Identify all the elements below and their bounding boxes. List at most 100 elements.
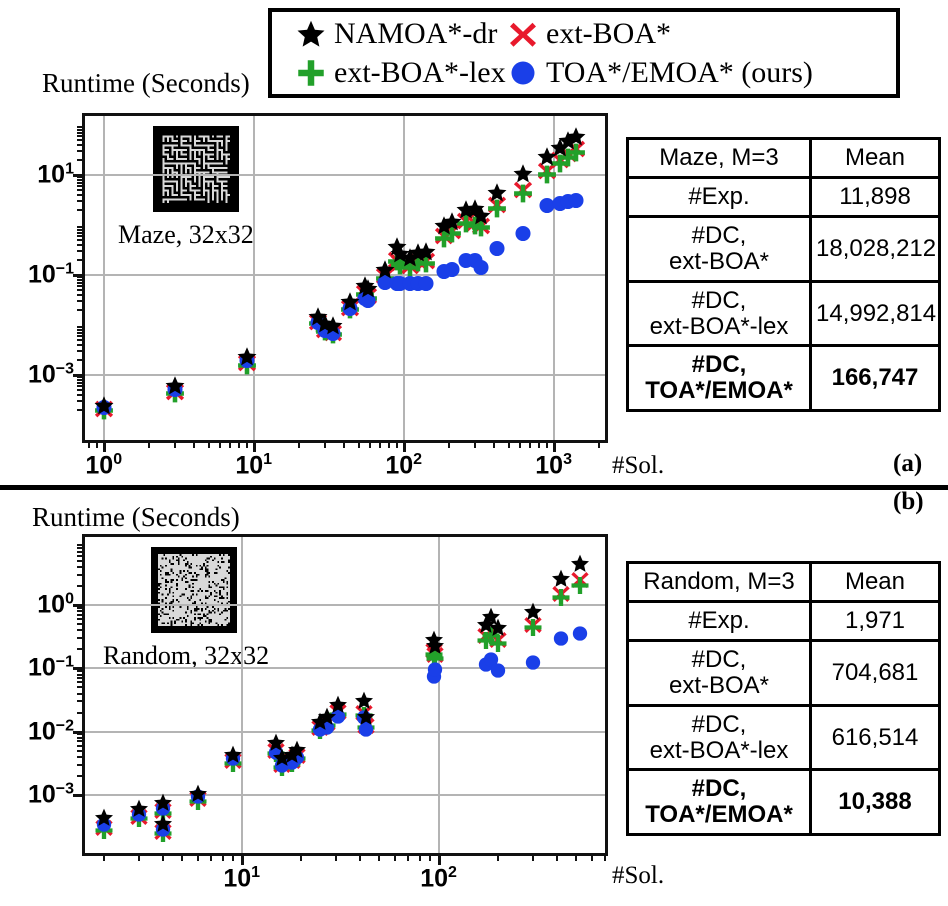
x-tick-label: 101 [223, 864, 261, 893]
data-point-circle [308, 312, 329, 338]
data-point-plus [471, 217, 492, 243]
x-minor-tick [324, 441, 327, 448]
data-point-circle [565, 190, 586, 216]
data-point-x [356, 715, 376, 740]
data-point-star [558, 130, 579, 156]
data-point-x [266, 740, 286, 765]
y-minor-tick [77, 385, 84, 388]
y-minor-tick [77, 334, 84, 337]
x-minor-tick [181, 854, 184, 861]
x-minor-tick [556, 854, 559, 861]
data-point-circle [323, 323, 344, 349]
y-minor-tick [77, 149, 84, 152]
data-point-circle [354, 708, 374, 733]
data-point-star [487, 182, 508, 208]
y-minor-tick [77, 400, 84, 403]
y-minor-tick [77, 143, 84, 146]
data-point-star [356, 706, 376, 731]
maze-scatter-plot: Maze, 32x32 [82, 113, 608, 443]
data-point-circle [487, 238, 508, 264]
x-minor-tick [604, 854, 606, 861]
x-gridline [402, 116, 405, 440]
table-row-label: #DC, ext-BOA*-lex [626, 703, 812, 772]
data-point-plus [165, 383, 186, 409]
data-point-circle [354, 288, 375, 314]
data-point-star [476, 614, 496, 639]
data-point-plus [340, 299, 361, 325]
table-header-cell: Maze, M=3 [626, 137, 812, 179]
data-point-star [551, 569, 571, 594]
y-gridline [85, 793, 605, 796]
data-point-star [565, 126, 586, 152]
table-row-label: #DC, ext-BOA*-lex [626, 279, 812, 348]
x-minor-tick [496, 854, 499, 861]
data-point-x [465, 212, 486, 238]
data-point-x [488, 630, 508, 655]
y-minor-tick [77, 378, 84, 381]
x-minor-tick [492, 441, 495, 448]
x-tick-mark [437, 854, 441, 865]
data-point-plus [455, 213, 476, 239]
table-row-label: #Exp. [626, 599, 812, 642]
x-minor-tick [147, 441, 150, 448]
y-minor-tick [77, 276, 84, 279]
data-point-star [488, 618, 508, 643]
data-point-x [153, 821, 173, 846]
data-point-star [287, 739, 307, 764]
y-minor-tick [77, 278, 84, 281]
y-minor-tick [77, 181, 84, 184]
data-point-x [323, 322, 344, 348]
y-minor-tick [77, 343, 84, 346]
x-minor-tick [519, 441, 522, 448]
data-point-plus [442, 223, 463, 249]
data-point-star [328, 695, 348, 720]
x-gridline [437, 537, 440, 853]
x-minor-tick [357, 441, 360, 448]
legend-entry-extboalex: ext-BOA*-lex [294, 56, 506, 90]
x-minor-tick [219, 441, 222, 448]
y-minor-tick [77, 178, 84, 181]
x-minor-tick [590, 854, 593, 861]
y-minor-tick [77, 376, 84, 379]
table-row-value: 1,971 [809, 599, 941, 642]
data-point-plus [323, 324, 344, 350]
data-point-circle [94, 814, 114, 839]
panel-a-sublabel: (a) [893, 450, 923, 477]
data-point-plus [308, 313, 329, 339]
legend-label-toaemoa: TOA*/EMOA* (ours) [546, 55, 813, 89]
data-point-x [425, 645, 445, 670]
data-point-plus [358, 288, 379, 314]
y-minor-tick [77, 393, 84, 396]
x-minor-tick [299, 854, 302, 861]
y-minor-tick [77, 629, 84, 632]
data-point-x [487, 194, 508, 220]
y-minor-tick [77, 208, 84, 211]
data-point-plus [487, 198, 508, 224]
data-point-x [565, 138, 586, 164]
data-point-circle [465, 250, 486, 276]
y-minor-tick [77, 158, 84, 161]
table-header-cell: Mean [809, 137, 941, 179]
data-point-circle [481, 650, 501, 675]
x-minor-tick [447, 441, 450, 448]
x-minor-tick [474, 441, 477, 448]
table-header-row: Random, M=3 Mean [626, 561, 941, 603]
y-tick-mark [73, 173, 84, 177]
y-minor-tick [77, 610, 84, 613]
table-row-value: 11,898 [809, 175, 941, 218]
x-tick-mark [552, 441, 556, 452]
y-minor-tick [77, 613, 84, 616]
data-point-plus [425, 649, 445, 674]
y-minor-tick [77, 686, 84, 689]
x-gridline [252, 116, 255, 440]
x-minor-tick [193, 441, 196, 448]
data-point-plus [354, 284, 375, 310]
table-row: #DC, ext-BOA*-lex 616,514 [626, 703, 941, 772]
x-gridline [102, 116, 105, 440]
legend-label-extboa: ext-BOA* [546, 16, 671, 50]
y-minor-tick [77, 126, 84, 129]
data-point-plus [282, 753, 302, 778]
x-minor-tick [369, 441, 372, 448]
data-point-circle [153, 819, 173, 844]
data-point-star [415, 241, 436, 267]
